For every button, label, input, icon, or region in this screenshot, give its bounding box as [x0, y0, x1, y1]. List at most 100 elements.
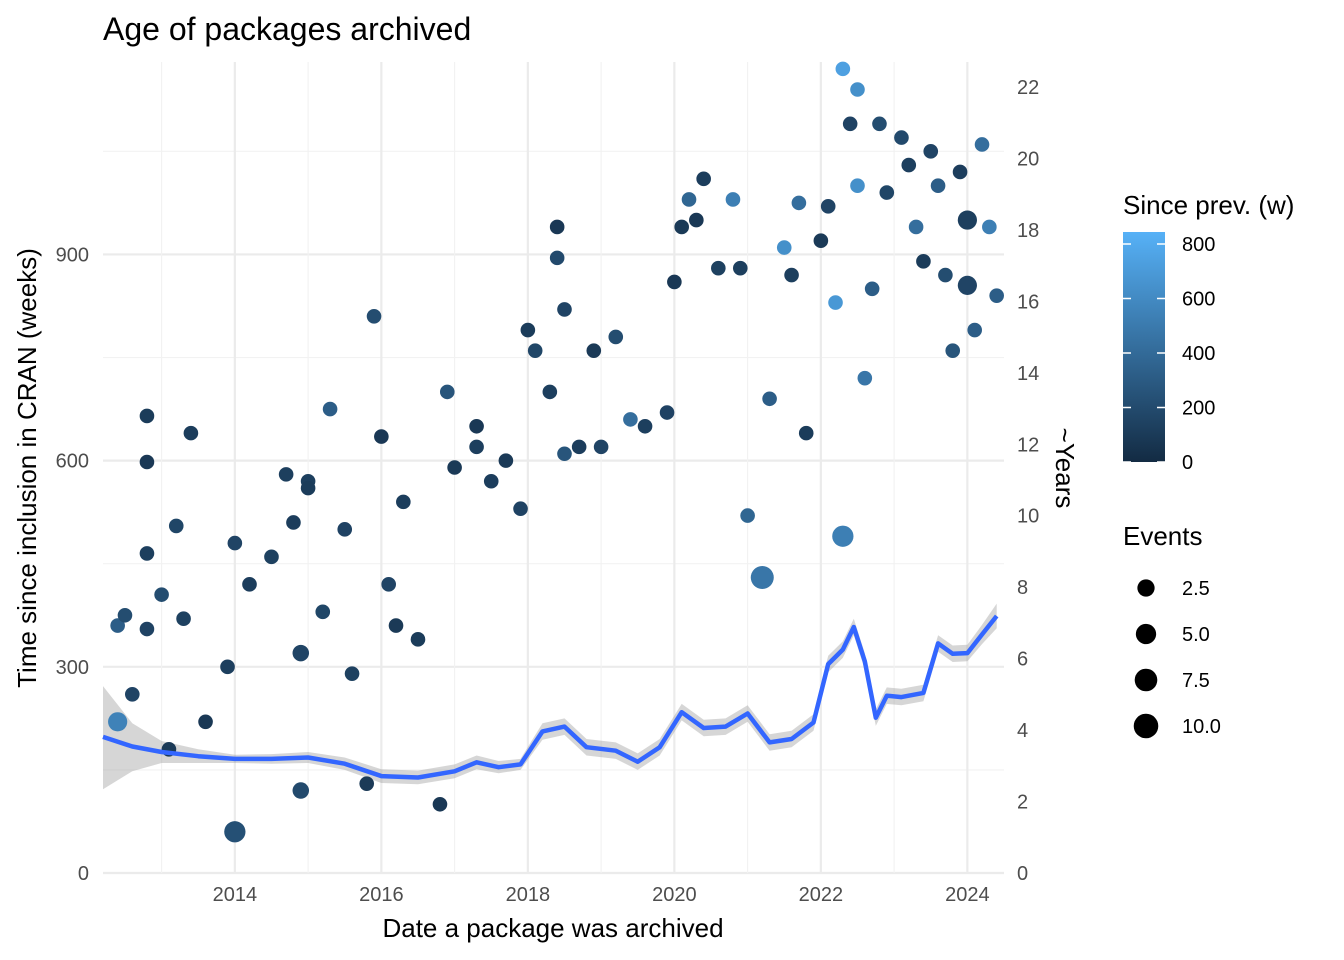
- y-axis-title: Time since inclusion in CRAN (weeks): [12, 248, 42, 688]
- plot-panel: [102, 61, 1004, 875]
- x-axis-title: Date a package was archived: [382, 913, 723, 943]
- data-point: [176, 611, 191, 627]
- y-tick-label: 900: [56, 244, 89, 266]
- size-legend-label: 2.5: [1182, 578, 1210, 600]
- data-point: [242, 577, 257, 592]
- y2-tick-label: 20: [1017, 148, 1039, 170]
- data-point: [264, 549, 279, 565]
- smooth-band-layer: [103, 603, 997, 790]
- x-axis-ticks: 2014 2016 2018 2020 2022 2024: [213, 884, 990, 906]
- data-point: [527, 343, 543, 358]
- data-point: [498, 453, 514, 468]
- data-point: [483, 473, 499, 489]
- color-legend-label: 400: [1182, 343, 1215, 365]
- data-point: [557, 302, 572, 317]
- data-point: [292, 782, 310, 799]
- data-point: [750, 565, 774, 589]
- data-point: [725, 192, 741, 207]
- data-point: [813, 233, 829, 248]
- data-point: [224, 821, 246, 843]
- data-point: [916, 254, 931, 269]
- size-legend-label: 7.5: [1182, 670, 1210, 692]
- y2-tick-label: 8: [1017, 577, 1028, 599]
- data-point: [608, 329, 624, 345]
- data-point: [957, 210, 977, 230]
- x-tick-label: 2024: [945, 884, 990, 906]
- data-point: [300, 480, 316, 496]
- x-tick-label: 2022: [799, 884, 844, 906]
- data-point: [396, 494, 411, 510]
- size-legend-key: [1133, 713, 1159, 739]
- smooth-line-layer: [102, 614, 999, 780]
- data-point: [168, 518, 184, 534]
- color-legend-label: 200: [1182, 398, 1215, 420]
- y2-tick-label: 14: [1017, 363, 1039, 385]
- data-point: [198, 714, 213, 730]
- data-point: [117, 607, 133, 623]
- data-point: [139, 546, 155, 561]
- data-point: [366, 308, 382, 324]
- data-point: [513, 501, 528, 517]
- smooth-confidence-band: [103, 603, 997, 790]
- size-legend-label: 10.0: [1182, 716, 1221, 738]
- data-point: [732, 260, 748, 276]
- y2-tick-label: 22: [1017, 77, 1039, 99]
- size-legend-label: 5.0: [1182, 624, 1210, 646]
- data-point: [469, 418, 484, 434]
- data-point: [439, 384, 455, 400]
- data-point: [623, 412, 638, 427]
- data-point: [689, 212, 704, 228]
- y2-tick-label: 18: [1017, 220, 1039, 242]
- color-legend-title: Since prev. (w): [1123, 190, 1294, 220]
- data-point: [957, 275, 977, 295]
- y2-tick-label: 16: [1017, 291, 1039, 313]
- size-legend-key: [1135, 623, 1157, 645]
- data-point: [857, 370, 873, 386]
- size-legend-title: Events: [1123, 521, 1203, 551]
- size-legend-key: [1137, 579, 1155, 597]
- data-point: [659, 405, 675, 420]
- data-point: [681, 192, 697, 207]
- color-legend-bar: [1123, 232, 1165, 462]
- data-point: [337, 522, 353, 537]
- data-point: [520, 322, 536, 338]
- data-point: [908, 219, 924, 235]
- data-point: [292, 644, 310, 662]
- data-point: [549, 250, 565, 266]
- data-point: [637, 418, 653, 434]
- points-layer: [108, 61, 1004, 843]
- data-point: [740, 508, 755, 523]
- data-point: [278, 467, 294, 482]
- data-point: [542, 384, 558, 400]
- data-point: [674, 219, 689, 235]
- data-point: [850, 82, 865, 97]
- data-point: [879, 185, 895, 200]
- x-tick-label: 2016: [359, 884, 404, 906]
- y2-tick-label: 10: [1017, 506, 1039, 528]
- data-point: [989, 288, 1004, 303]
- data-point: [901, 157, 917, 173]
- data-point: [930, 178, 946, 194]
- data-point: [667, 274, 682, 290]
- color-legend: Since prev. (w) 0 200 400 600 800: [1123, 190, 1294, 474]
- data-point: [359, 776, 375, 791]
- y-tick-label: 300: [56, 657, 89, 679]
- smooth-line: [102, 614, 999, 780]
- data-point: [938, 267, 953, 283]
- data-point: [139, 408, 155, 424]
- data-point: [220, 659, 235, 675]
- data-point: [322, 401, 338, 417]
- size-legend-key: [1134, 668, 1158, 692]
- data-point: [557, 446, 572, 462]
- y-tick-label: 600: [56, 451, 89, 473]
- data-point: [952, 164, 968, 180]
- data-point: [110, 618, 125, 633]
- data-point: [593, 439, 609, 455]
- data-point: [315, 604, 331, 620]
- data-point: [711, 260, 726, 276]
- color-legend-label: 800: [1182, 234, 1215, 256]
- data-point: [154, 587, 169, 602]
- y-tick-label: 0: [78, 863, 89, 885]
- data-point: [798, 425, 814, 441]
